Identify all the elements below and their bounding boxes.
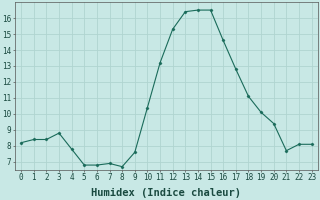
X-axis label: Humidex (Indice chaleur): Humidex (Indice chaleur) [92,188,241,198]
